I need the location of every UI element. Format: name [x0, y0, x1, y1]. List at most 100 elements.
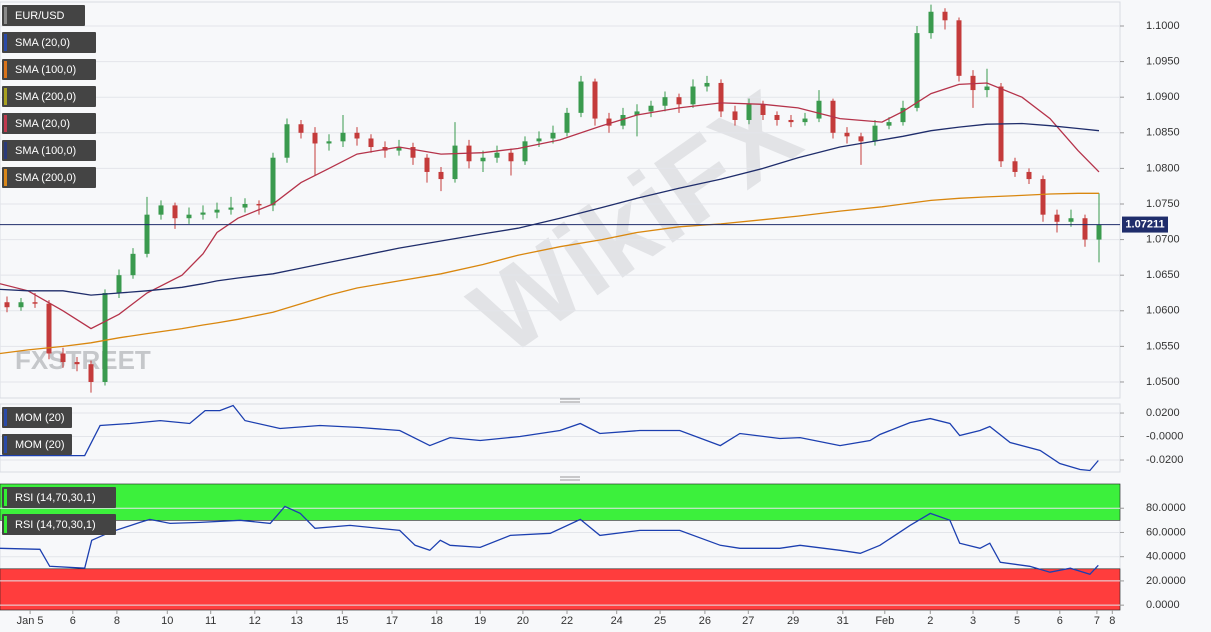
- x-tick-label: 26: [699, 615, 711, 627]
- candle-body: [4, 302, 10, 308]
- candle-body: [928, 11, 934, 34]
- legend-box: [2, 113, 96, 134]
- candle-body: [368, 138, 374, 148]
- line-series: [0, 82, 1100, 330]
- y-tick-label: 1.0600: [1146, 305, 1180, 317]
- candle-body: [46, 303, 52, 354]
- legend-entry: RSI (14,70,30,1): [2, 487, 116, 508]
- line-series: [0, 192, 1099, 355]
- x-tick-label: 10: [161, 615, 173, 627]
- y-tick-label: 40.0000: [1146, 551, 1186, 563]
- legend-box: [2, 59, 96, 80]
- candle-body: [1068, 218, 1074, 222]
- candle-body: [172, 205, 178, 219]
- candle-body: [1040, 179, 1046, 215]
- line-series: [0, 505, 1099, 576]
- x-tick-label: Feb: [875, 615, 894, 627]
- candle-body: [298, 124, 304, 133]
- legend-label: RSI (14,70,30,1): [15, 519, 96, 531]
- x-tick-label: 7: [1094, 615, 1100, 627]
- legend-label: RSI (14,70,30,1): [15, 492, 96, 504]
- y-tick-label: -0.0000: [1146, 430, 1183, 442]
- splitter: [560, 398, 580, 403]
- x-tick-label: 13: [291, 615, 303, 627]
- candle-body: [620, 114, 626, 126]
- candle-body: [1082, 218, 1088, 240]
- x-tick-label: 6: [1057, 615, 1063, 627]
- legend-swatch: [4, 516, 7, 533]
- candle-body: [438, 171, 444, 180]
- legend-label: EUR/USD: [15, 10, 65, 22]
- candle-body: [606, 118, 612, 126]
- candle-body: [844, 132, 850, 137]
- candle-body: [270, 157, 276, 206]
- candle-body: [144, 214, 150, 254]
- legend-label: SMA (100,0): [15, 64, 76, 76]
- legend-label: SMA (20,0): [15, 37, 70, 49]
- candle-body: [214, 209, 220, 213]
- candle-body: [718, 82, 724, 112]
- candle-body: [424, 157, 430, 172]
- candle-body: [326, 141, 332, 144]
- x-tick-label: 15: [336, 615, 348, 627]
- legend-box: [2, 434, 72, 455]
- candle-body: [536, 138, 542, 142]
- y-tick-label: -0.0200: [1146, 454, 1183, 466]
- legend-label: SMA (100,0): [15, 145, 76, 157]
- candle-body: [858, 136, 864, 142]
- y-tick-label: 1.0750: [1146, 198, 1180, 210]
- watermark: FXSTREET: [15, 345, 151, 375]
- x-tick-label: 5: [1014, 615, 1020, 627]
- x-tick-label: 11: [205, 615, 216, 627]
- candle-body: [494, 152, 500, 158]
- x-tick-label: 6: [70, 615, 76, 627]
- candle-body: [956, 20, 962, 76]
- y-tick-label: 20.0000: [1146, 575, 1186, 587]
- legend-entry: RSI (14,70,30,1): [2, 514, 116, 535]
- candle-body: [648, 105, 654, 112]
- y-tick-label: 1.0900: [1146, 91, 1180, 103]
- y-tick-label: 1.0550: [1146, 340, 1180, 352]
- x-tick-label: 18: [431, 615, 443, 627]
- candle-body: [802, 118, 808, 123]
- x-tick-label: 20: [517, 615, 529, 627]
- candle-body: [522, 141, 528, 162]
- legend-box: [2, 487, 116, 508]
- legend-label: SMA (200,0): [15, 91, 76, 103]
- x-tick-label: 2: [927, 615, 933, 627]
- legend-label: SMA (20,0): [15, 118, 70, 130]
- legend-entry: SMA (200,0): [2, 167, 96, 188]
- candle-body: [312, 132, 318, 144]
- x-tick-label: 25: [654, 615, 666, 627]
- candle-body: [340, 132, 346, 142]
- legend-swatch: [4, 489, 7, 506]
- legend-swatch: [4, 7, 7, 24]
- last-price-box: [1122, 216, 1168, 233]
- legend-entry: SMA (20,0): [2, 32, 96, 53]
- candle-body: [578, 81, 584, 113]
- x-tick-label: 3: [970, 615, 976, 627]
- candle-body: [60, 353, 66, 363]
- legend-swatch: [4, 88, 7, 105]
- candle-body: [410, 147, 416, 158]
- legend-swatch: [4, 436, 7, 453]
- legend-box: [2, 32, 96, 53]
- candle-body: [186, 214, 192, 219]
- x-tick-label: 27: [742, 615, 754, 627]
- y-tick-label: 0.0000: [1146, 599, 1180, 611]
- legend-entry: SMA (200,0): [2, 86, 96, 107]
- legend-entry: SMA (20,0): [2, 113, 96, 134]
- candle-body: [74, 362, 80, 365]
- candle-body: [564, 112, 570, 133]
- candle-body: [508, 152, 514, 162]
- legend-box: [2, 140, 96, 161]
- candle-body: [662, 97, 668, 106]
- legend-entry: SMA (100,0): [2, 140, 96, 161]
- x-tick-label: 8: [1109, 615, 1115, 627]
- legend-label: SMA (200,0): [15, 172, 76, 184]
- candle-body: [32, 302, 38, 304]
- candle-body: [900, 107, 906, 123]
- candle-body: [816, 100, 822, 119]
- candle-body: [970, 75, 976, 91]
